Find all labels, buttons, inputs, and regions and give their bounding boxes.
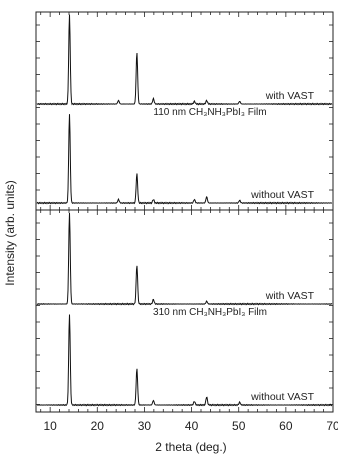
y-axis-title: Intensity (arb. units) [3, 180, 17, 285]
panel-frames [36, 12, 333, 412]
panel-group-label: 310 nm CH₃NH₃PbI₃ Film [153, 307, 267, 318]
series-label: without VAST [250, 189, 314, 201]
x-axis-title: 2 theta (deg.) [155, 440, 226, 454]
x-axis: 10 20 30 40 50 60 70 [41, 12, 338, 433]
x-tick-label: 20 [91, 419, 105, 433]
labels: with VAST without VAST 110 nm CH₃NH₃PbI₃ F… [153, 90, 315, 403]
x-tick-label: 50 [232, 419, 246, 433]
series-label: with VAST [265, 290, 315, 302]
panel-group-label: 110 nm CH₃NH₃PbI₃ Film [153, 107, 266, 118]
series-label: with VAST [265, 90, 315, 102]
x-tick-label: 10 [43, 419, 57, 433]
x-tick-label: 40 [185, 419, 199, 433]
x-tick-label: 30 [138, 419, 152, 433]
series-label: without VAST [250, 391, 314, 403]
x-tick-label: 60 [279, 419, 293, 433]
x-tick-label: 70 [326, 419, 338, 433]
y-ticks [36, 25, 333, 405]
